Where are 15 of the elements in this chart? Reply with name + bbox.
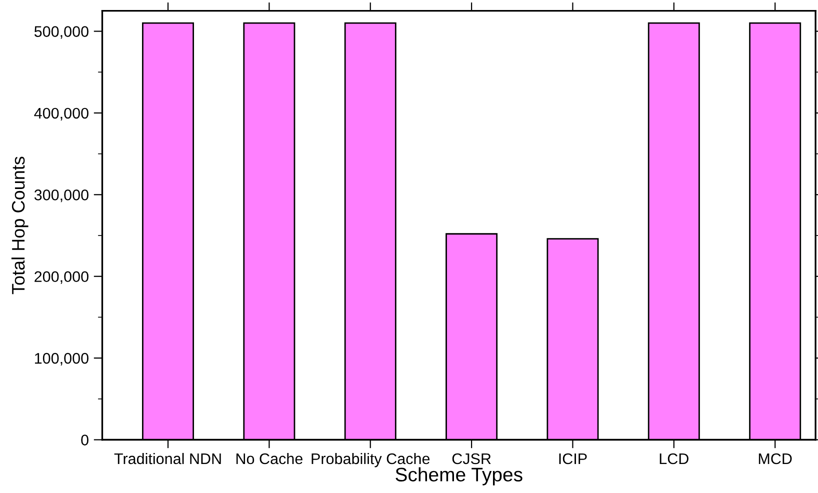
x-tick-label: ICIP	[559, 453, 587, 464]
y-tick-label: 400,000	[34, 108, 88, 120]
y-axis-title: Total Hop Counts	[11, 156, 28, 294]
x-tick-label: Probability Cache	[312, 452, 430, 468]
y-tick-label: 500,000	[34, 26, 88, 39]
y-tick-label: 200,000	[34, 271, 88, 284]
y-tick-label: 100,000	[35, 352, 88, 366]
x-tick-label: LCD	[660, 453, 688, 464]
x-tick-label: MCD	[758, 453, 792, 464]
x-tick-label: CJSR	[452, 453, 491, 464]
y-tick-label: 300,000	[34, 190, 88, 202]
x-axis-title: Scheme Types	[396, 467, 522, 486]
x-tick-label: Traditional NDN	[114, 452, 221, 464]
x-tick-label: No Cache	[236, 452, 302, 464]
y-tick-label: 0	[81, 434, 88, 446]
